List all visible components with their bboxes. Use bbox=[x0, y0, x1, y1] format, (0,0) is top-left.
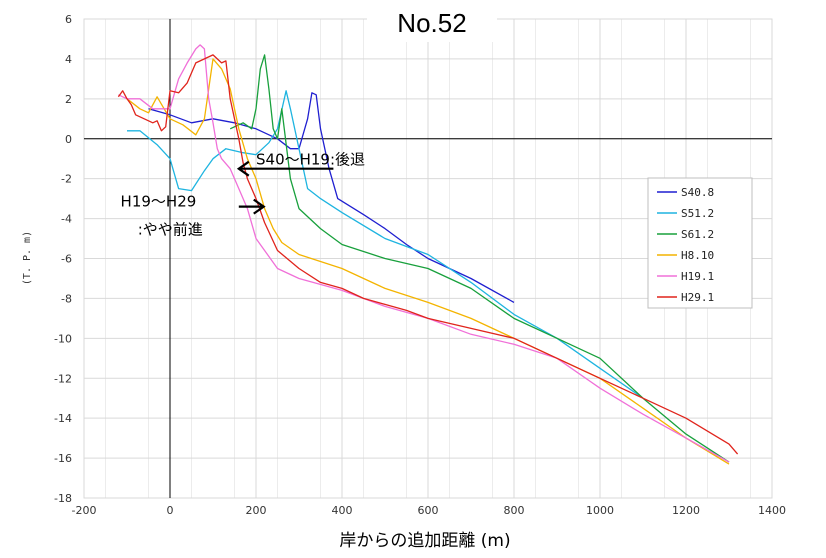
y-tick-label: -18 bbox=[54, 492, 72, 505]
y-tick-label: -12 bbox=[54, 372, 72, 385]
x-tick-label: -200 bbox=[72, 504, 97, 517]
y-tick-label: 6 bbox=[65, 13, 72, 26]
legend-box bbox=[647, 177, 753, 309]
x-tick-labels: -200 0 200 400 600 800 1000 1200 1400 bbox=[72, 504, 786, 517]
x-axis-label: 岸からの追加距離 (m) bbox=[339, 531, 510, 551]
title-background bbox=[367, 6, 497, 42]
annotation-text: :やや前進 bbox=[138, 221, 203, 239]
y-tick-label: -6 bbox=[61, 253, 72, 266]
legend-label-S51.2: S51.2 bbox=[681, 207, 714, 220]
y-tick-label: -8 bbox=[61, 292, 72, 305]
x-tick-label: 1200 bbox=[672, 504, 700, 517]
legend-label-H19.1: H19.1 bbox=[681, 270, 714, 283]
y-tick-label: -10 bbox=[54, 332, 72, 345]
grid-lines bbox=[83, 18, 773, 499]
y-tick-label: -14 bbox=[54, 412, 72, 425]
y-tick-label: 2 bbox=[65, 93, 72, 106]
legend-label-H8.10: H8.10 bbox=[681, 249, 714, 262]
series-line-S61.2 bbox=[229, 54, 730, 463]
y-tick-label: -16 bbox=[54, 452, 72, 465]
x-tick-label: 600 bbox=[418, 504, 439, 517]
y-axis-label: (T. P. m) bbox=[22, 231, 33, 285]
y-tick-label: 4 bbox=[65, 53, 72, 66]
y-tick-label: 0 bbox=[65, 133, 72, 146]
x-tick-label: 800 bbox=[504, 504, 525, 517]
x-tick-label: 0 bbox=[167, 504, 174, 517]
legend-label-S40.8: S40.8 bbox=[681, 186, 714, 199]
series-line-H29.1 bbox=[117, 54, 739, 455]
axes bbox=[84, 19, 772, 498]
series-line-S40.8 bbox=[148, 92, 515, 303]
y-tick-label: -4 bbox=[61, 213, 72, 226]
y-tick-label: -2 bbox=[61, 173, 72, 186]
legend-label-S61.2: S61.2 bbox=[681, 228, 714, 241]
y-tick-labels: 6 4 2 0 -2 -4 -6 -8 -10 -12 -14 -16 -18 bbox=[54, 13, 72, 505]
series-line-H19.1 bbox=[118, 44, 730, 463]
annotation-text: H19～H29 bbox=[121, 193, 197, 211]
x-tick-label: 1000 bbox=[586, 504, 614, 517]
x-tick-label: 400 bbox=[332, 504, 353, 517]
legend: S40.8 S51.2 S61.2 H8.10 H19.1 H29.1 bbox=[647, 177, 753, 309]
annotation-arrow-head bbox=[253, 198, 266, 215]
annotation-text: S40～H19:後退 bbox=[256, 151, 365, 169]
series-lines bbox=[117, 44, 739, 465]
annotation-arrow-head bbox=[236, 160, 250, 177]
chart-title: No.52 bbox=[397, 8, 466, 38]
x-tick-label: 1400 bbox=[758, 504, 786, 517]
annotations: S40～H19:後退 H19～H29 :やや前進 bbox=[121, 151, 365, 239]
legend-label-H29.1: H29.1 bbox=[681, 291, 714, 304]
x-tick-label: 200 bbox=[246, 504, 267, 517]
